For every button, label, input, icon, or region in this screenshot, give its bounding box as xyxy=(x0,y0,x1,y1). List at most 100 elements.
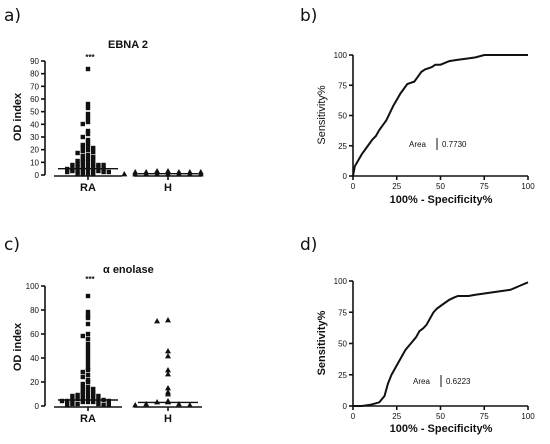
data-point xyxy=(70,162,75,168)
y-tick-label: 0 xyxy=(35,171,40,180)
chart-c-title: α enolase xyxy=(103,264,154,276)
panel-label-a: a) xyxy=(4,6,21,26)
y-tick-label: 40 xyxy=(30,120,39,129)
data-point xyxy=(85,336,91,342)
data-point xyxy=(85,143,91,149)
data-point xyxy=(80,148,85,154)
chart-d-area-label: Area xyxy=(413,377,430,386)
data-point xyxy=(80,159,85,165)
data-point xyxy=(85,357,91,363)
data-point xyxy=(165,371,171,377)
y-tick-label: 75 xyxy=(338,81,347,90)
data-point xyxy=(85,379,91,385)
data-point xyxy=(85,367,91,373)
data-point xyxy=(80,144,85,150)
panel-label-c: c) xyxy=(4,235,20,255)
data-point xyxy=(101,169,106,175)
data-point xyxy=(91,154,96,160)
data-point xyxy=(75,158,80,164)
data-point xyxy=(85,101,91,107)
data-point xyxy=(143,401,150,407)
chart-b-area-value: 0.7730 xyxy=(442,140,467,149)
x-tick-label: RA xyxy=(80,182,96,194)
data-point xyxy=(80,134,85,140)
roc-curve xyxy=(352,54,528,177)
data-point xyxy=(75,396,80,402)
y-tick-label: 25 xyxy=(338,142,347,151)
y-tick-label: 0 xyxy=(35,402,40,411)
data-point xyxy=(80,333,85,339)
data-point xyxy=(85,309,91,315)
data-point xyxy=(80,381,85,387)
data-point xyxy=(75,171,80,177)
data-point xyxy=(75,164,80,170)
chart-d-xlabel: 100% - Specificity% xyxy=(390,423,493,435)
data-point xyxy=(80,163,85,169)
data-point xyxy=(85,399,91,405)
chart-c-ylabel: OD index xyxy=(12,322,24,371)
data-point xyxy=(85,345,91,351)
data-point xyxy=(85,163,91,169)
y-tick-label: 70 xyxy=(30,82,39,91)
significance-annotation: *** xyxy=(85,275,95,284)
data-point xyxy=(59,398,65,404)
data-point xyxy=(80,374,85,380)
data-point xyxy=(101,402,106,408)
data-point xyxy=(65,398,70,404)
data-point xyxy=(186,402,193,408)
data-point xyxy=(85,384,91,390)
data-point xyxy=(106,398,111,404)
data-point xyxy=(85,66,91,72)
x-tick-label: 75 xyxy=(480,182,489,191)
data-point xyxy=(96,393,101,399)
data-point xyxy=(70,393,75,399)
data-point xyxy=(165,391,171,397)
data-point xyxy=(80,167,85,173)
chart-c-enolase: α enolase OD index 0 20 40 60 80 100 RA H *** xyxy=(12,264,202,425)
data-point xyxy=(75,168,80,174)
y-tick-label: 60 xyxy=(30,330,39,339)
y-tick-label: 80 xyxy=(30,306,39,315)
chart-b-xlabel: 100% - Specificity% xyxy=(390,194,493,206)
chart-a-title: EBNA 2 xyxy=(108,39,148,51)
y-tick-label: 0 xyxy=(343,172,348,181)
data-point xyxy=(80,369,85,375)
y-tick-label: 100 xyxy=(334,277,348,286)
x-tick-label: 100 xyxy=(521,412,535,421)
data-point xyxy=(85,395,91,401)
data-point xyxy=(154,318,161,324)
data-point xyxy=(85,353,91,359)
data-point xyxy=(165,317,171,323)
data-point xyxy=(106,402,111,408)
data-point xyxy=(80,153,85,159)
data-point xyxy=(80,171,85,177)
chart-d-ylabel: Sensitivity% xyxy=(316,310,328,375)
data-point xyxy=(175,401,182,407)
y-tick-label: 40 xyxy=(30,354,39,363)
data-point xyxy=(75,150,80,156)
data-point xyxy=(85,361,91,367)
y-tick-label: 100 xyxy=(26,282,40,291)
data-point xyxy=(85,111,91,117)
y-tick-label: 80 xyxy=(30,70,39,79)
data-point xyxy=(85,156,91,162)
data-point xyxy=(96,168,101,174)
roc-curve xyxy=(353,281,529,407)
x-tick-label: 25 xyxy=(392,182,401,191)
data-point xyxy=(85,147,91,153)
data-point xyxy=(85,391,91,397)
data-point xyxy=(91,157,96,163)
data-point xyxy=(70,168,75,174)
data-point xyxy=(165,367,171,373)
y-tick-label: 20 xyxy=(30,146,39,155)
x-tick-label: 50 xyxy=(436,412,445,421)
data-point xyxy=(80,385,85,391)
data-point xyxy=(85,140,91,146)
x-tick-label: 0 xyxy=(351,182,356,191)
data-point xyxy=(85,331,91,337)
data-point xyxy=(91,392,96,398)
data-point xyxy=(91,399,96,405)
data-point xyxy=(91,167,96,173)
data-point xyxy=(85,167,91,173)
y-tick-label: 20 xyxy=(30,378,39,387)
